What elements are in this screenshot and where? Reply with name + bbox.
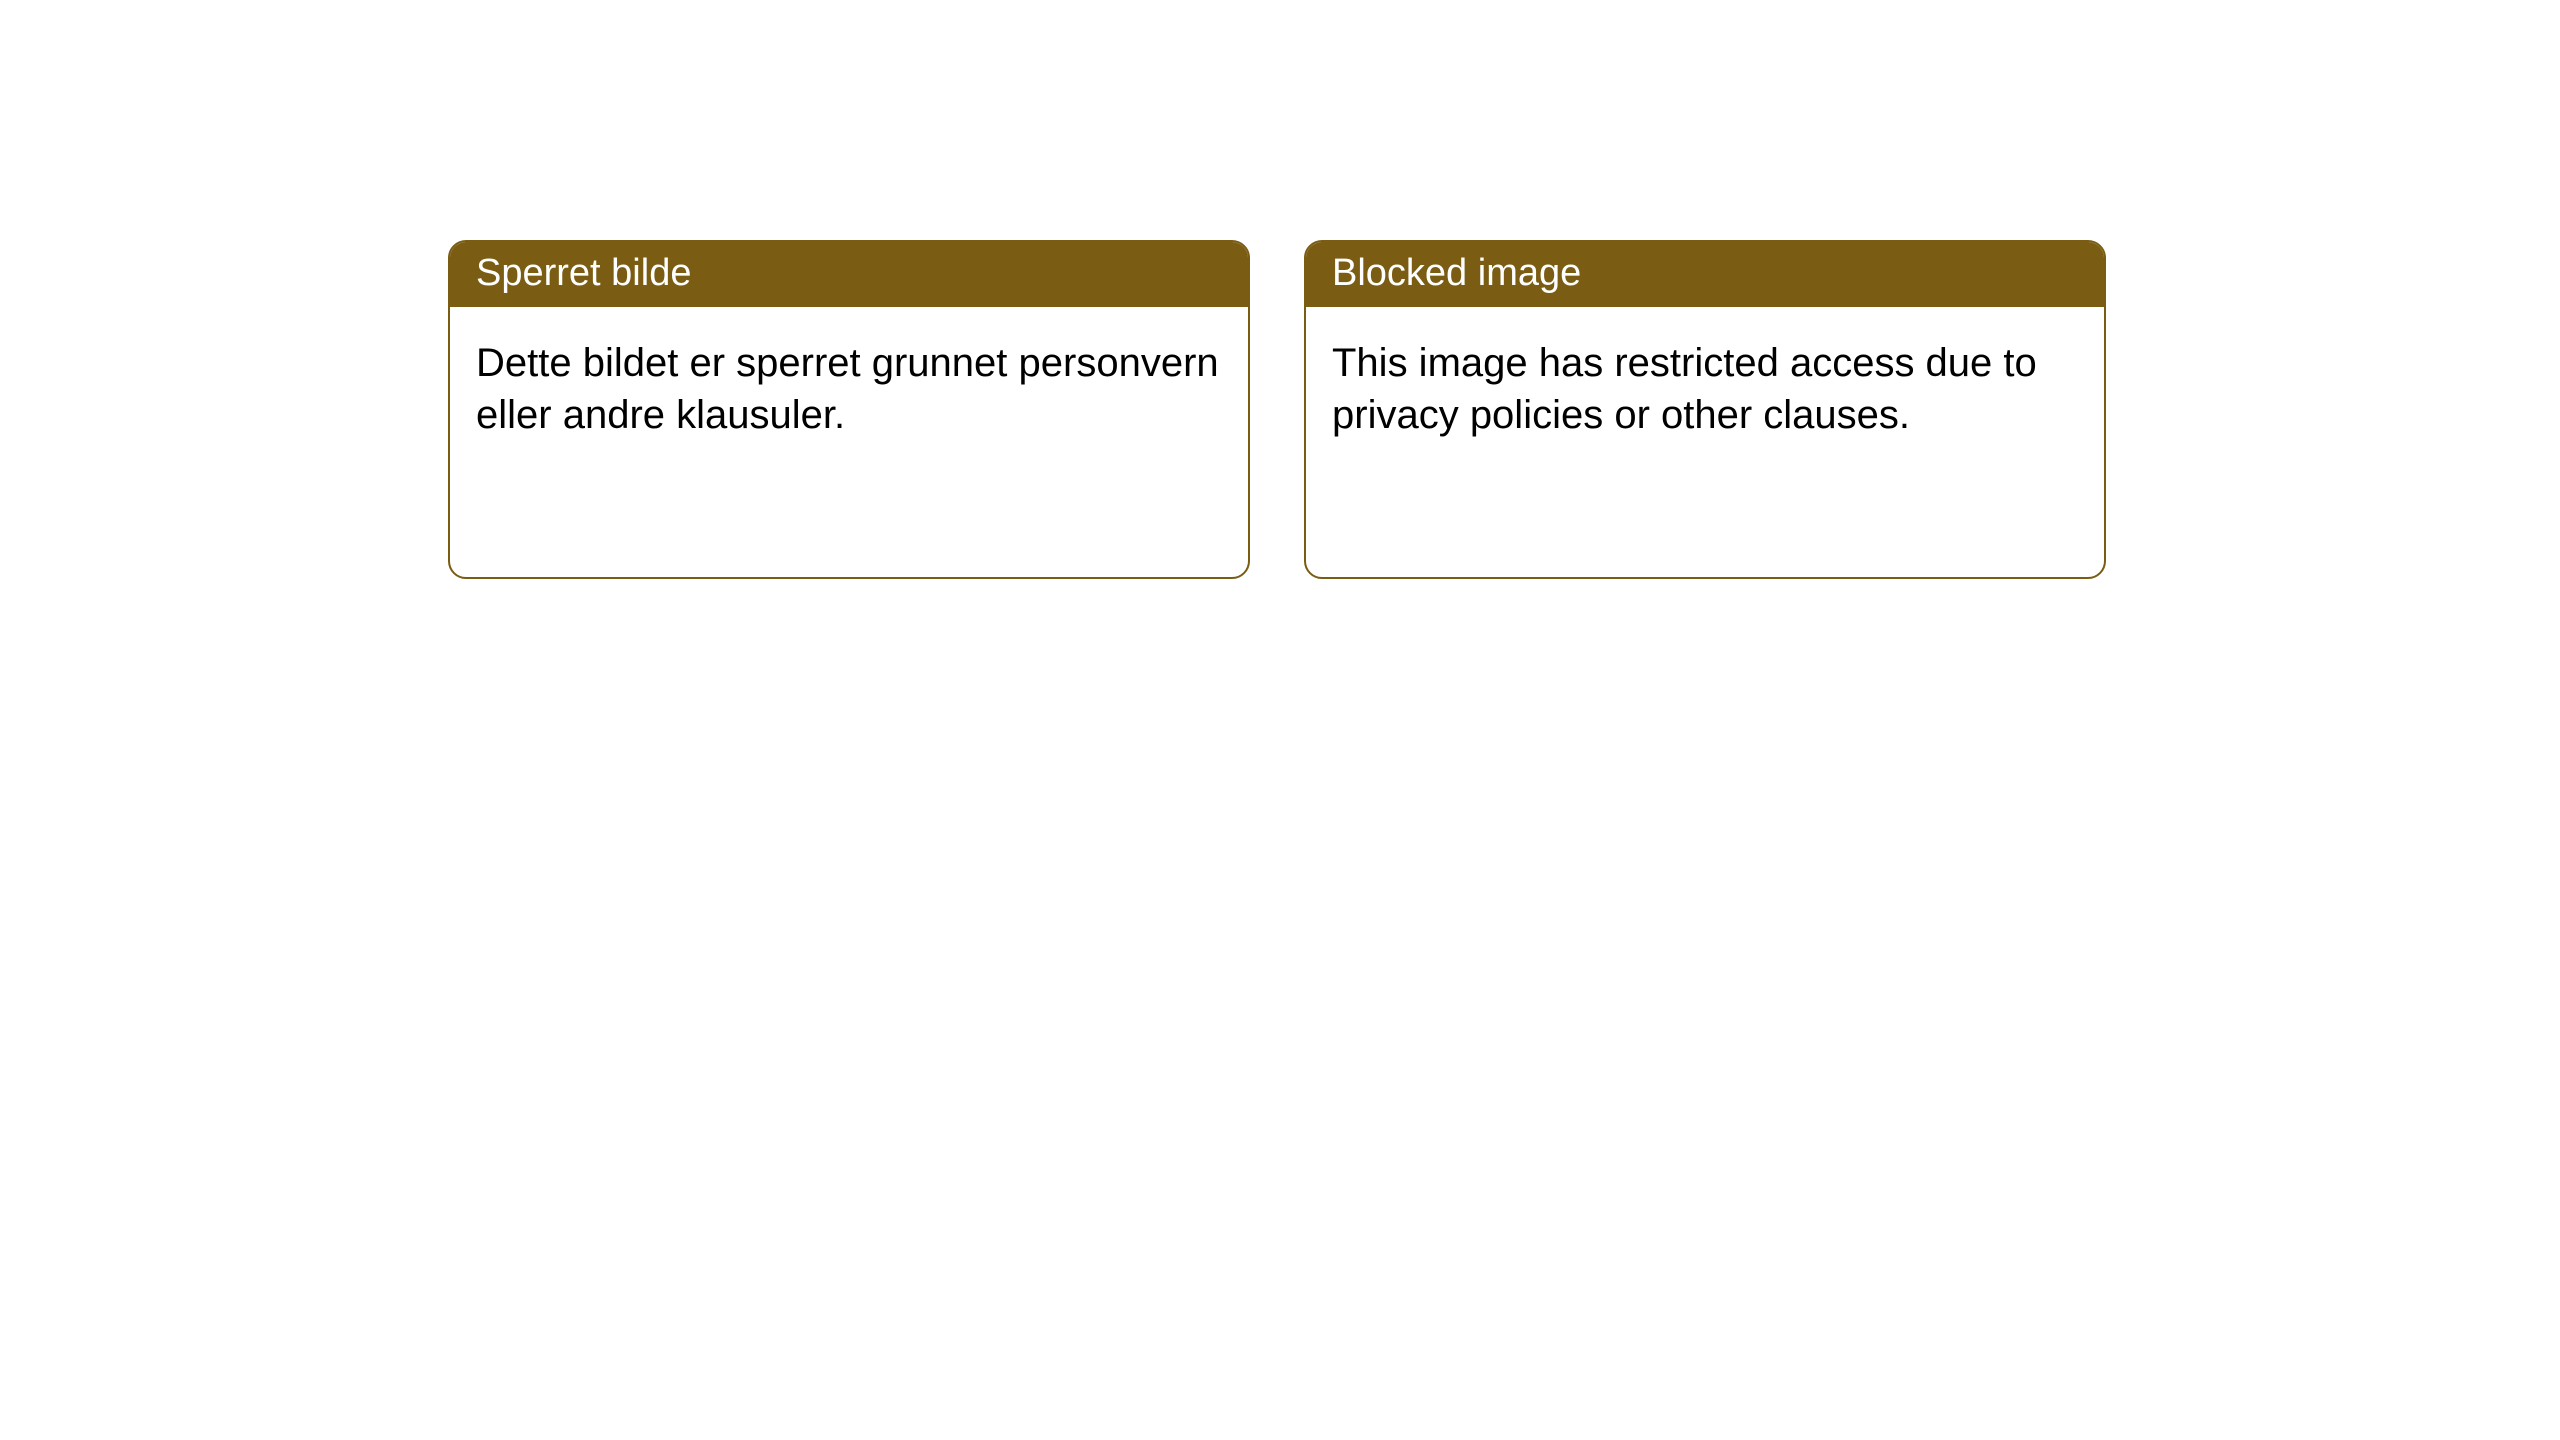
notice-title: Sperret bilde (450, 242, 1248, 307)
notice-container: Sperret bilde Dette bildet er sperret gr… (0, 0, 2560, 579)
notice-body: This image has restricted access due to … (1306, 307, 2104, 577)
notice-card-norwegian: Sperret bilde Dette bildet er sperret gr… (448, 240, 1250, 579)
notice-body: Dette bildet er sperret grunnet personve… (450, 307, 1248, 577)
notice-card-english: Blocked image This image has restricted … (1304, 240, 2106, 579)
notice-title: Blocked image (1306, 242, 2104, 307)
